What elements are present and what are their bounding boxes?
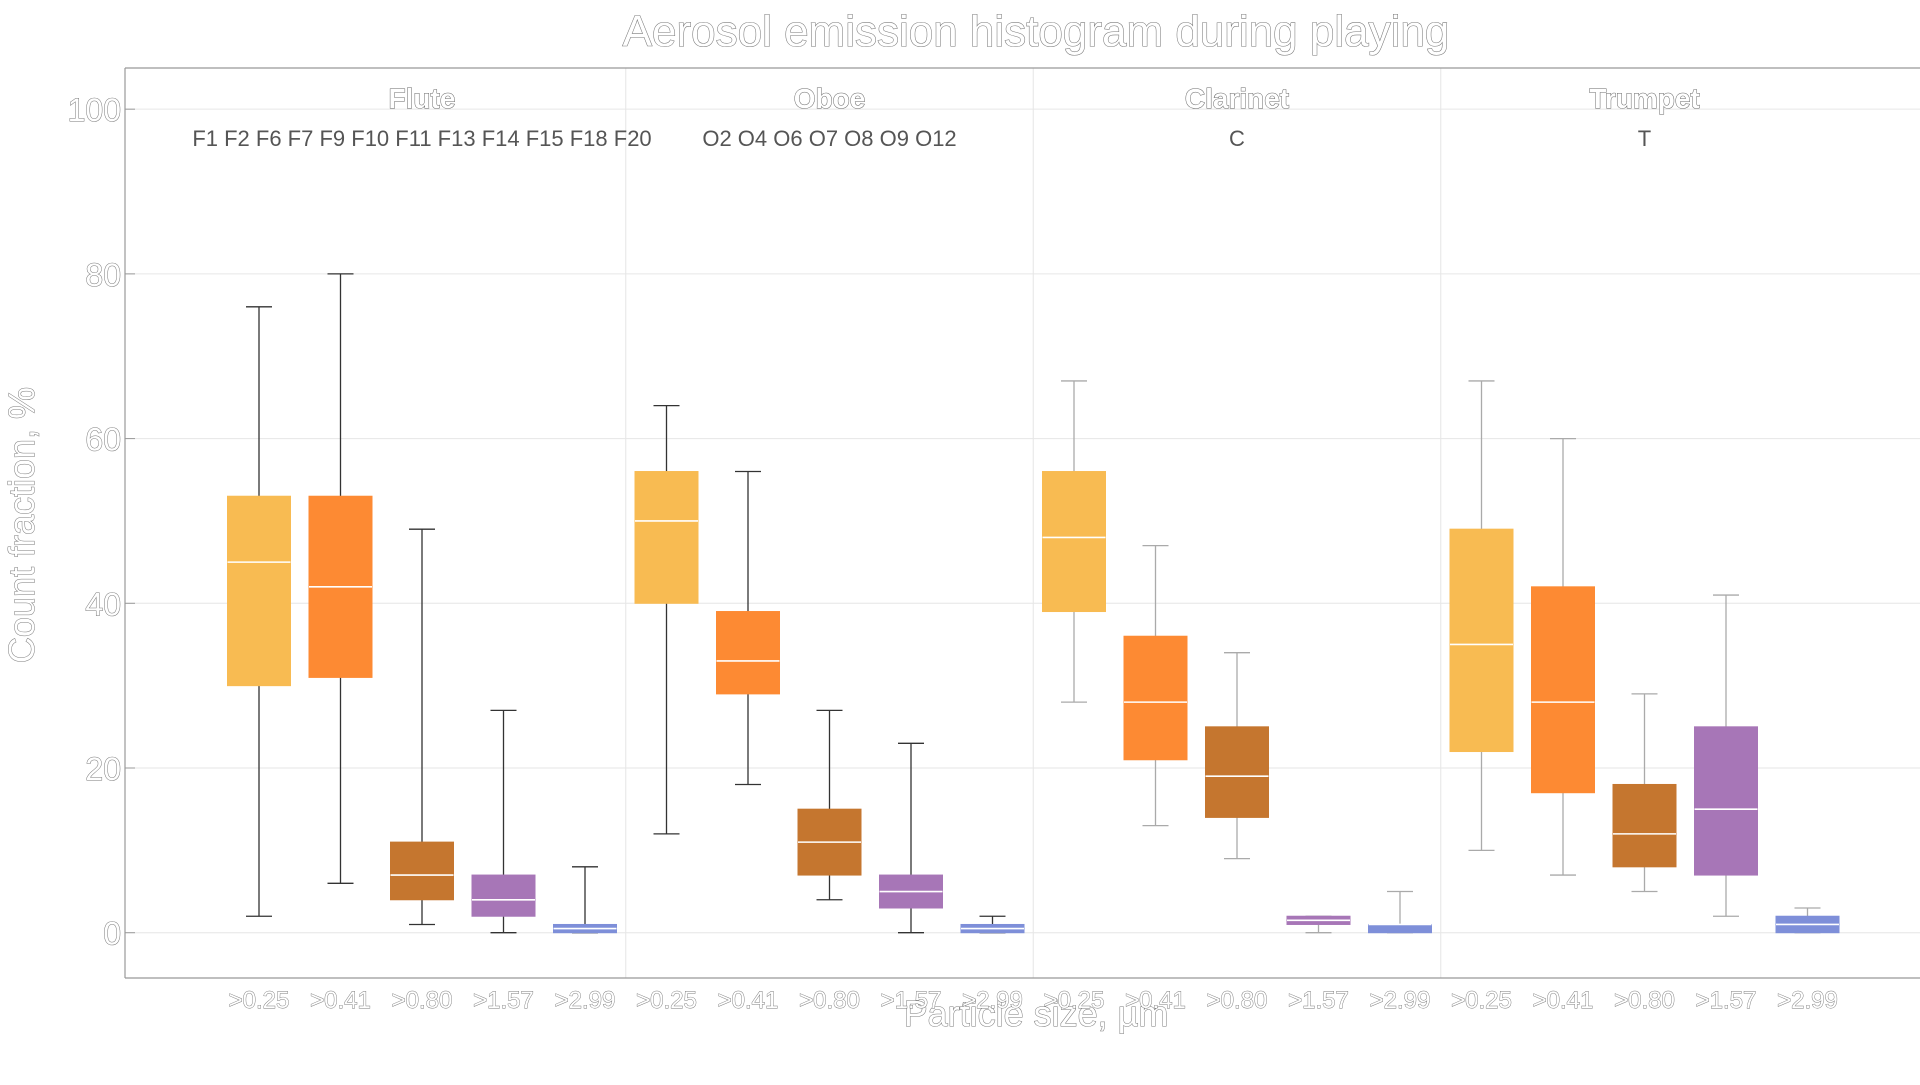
- group-label-trumpet: Trumpet: [1589, 83, 1699, 114]
- x-tick-label: >0.80: [1207, 987, 1268, 1014]
- x-tick-label: >1.57: [1288, 987, 1349, 1014]
- grid-layer: [125, 68, 1920, 978]
- x-tick-label: >0.80: [799, 987, 860, 1014]
- x-axis-label: Particle size, µm: [904, 993, 1169, 1034]
- x-tick-label: >2.99: [1777, 987, 1838, 1014]
- box-trumpet-3: [1694, 726, 1758, 876]
- box-flute-0: [227, 495, 291, 687]
- x-tick-label: >1.57: [473, 987, 534, 1014]
- box-trumpet-1: [1531, 586, 1595, 794]
- x-tick-label: >0.25: [229, 987, 290, 1014]
- group-subjects-clarinet: C: [1229, 126, 1245, 151]
- y-axis-label: Count fraction, %: [1, 387, 42, 663]
- x-tick-label: >2.99: [962, 987, 1023, 1014]
- group-label-oboe: Oboe: [794, 83, 866, 114]
- chart-title: Aerosol emission histogram during playin…: [623, 7, 1450, 56]
- x-tick-label: >0.80: [1614, 987, 1675, 1014]
- box-trumpet-2: [1612, 783, 1677, 868]
- box-oboe-1: [716, 611, 780, 695]
- label-layer: Aerosol emission histogram during playin…: [1, 6, 1839, 1034]
- box-layer: [227, 273, 1840, 934]
- box-clarinet-0: [1042, 471, 1106, 613]
- x-tick-label: >1.57: [1696, 987, 1757, 1014]
- y-tick-label: 40: [85, 586, 121, 622]
- y-tick-label: 0: [103, 916, 121, 952]
- box-clarinet-4: [1368, 923, 1432, 934]
- box-clarinet-1: [1123, 635, 1188, 761]
- x-tick-label: >0.80: [392, 987, 453, 1014]
- y-tick-label: 100: [68, 92, 121, 128]
- x-tick-label: >0.25: [636, 987, 697, 1014]
- y-tick-label: 20: [85, 751, 121, 787]
- y-tick-label: 60: [85, 422, 121, 458]
- box-trumpet-0: [1449, 528, 1514, 753]
- box-flute-2: [390, 841, 454, 901]
- x-tick-label: >0.25: [1451, 987, 1512, 1014]
- x-tick-label: >0.41: [1533, 987, 1594, 1014]
- x-tick-label: >0.41: [1125, 987, 1186, 1014]
- group-label-flute: Flute: [389, 83, 456, 114]
- group-subjects-trumpet: T: [1638, 126, 1651, 151]
- box-oboe-0: [634, 471, 699, 604]
- frame-layer: [124, 67, 1920, 979]
- x-tick-label: >0.41: [718, 987, 779, 1014]
- box-flute-3: [471, 874, 536, 917]
- group-subjects-flute: F1 F2 F6 F7 F9 F10 F11 F13 F14 F15 F18 F…: [192, 126, 651, 151]
- group-label-clarinet: Clarinet: [1185, 83, 1289, 114]
- x-tick-label: >2.99: [1370, 987, 1431, 1014]
- group-subjects-oboe: O2 O4 O6 O7 O8 O9 O12: [702, 126, 956, 151]
- x-tick-label: >0.41: [310, 987, 371, 1014]
- box-clarinet-2: [1205, 726, 1269, 818]
- y-tick-label: 80: [85, 257, 121, 293]
- x-tick-label: >2.99: [555, 987, 616, 1014]
- x-tick-label: >1.57: [881, 987, 942, 1014]
- x-tick-label: >0.25: [1044, 987, 1105, 1014]
